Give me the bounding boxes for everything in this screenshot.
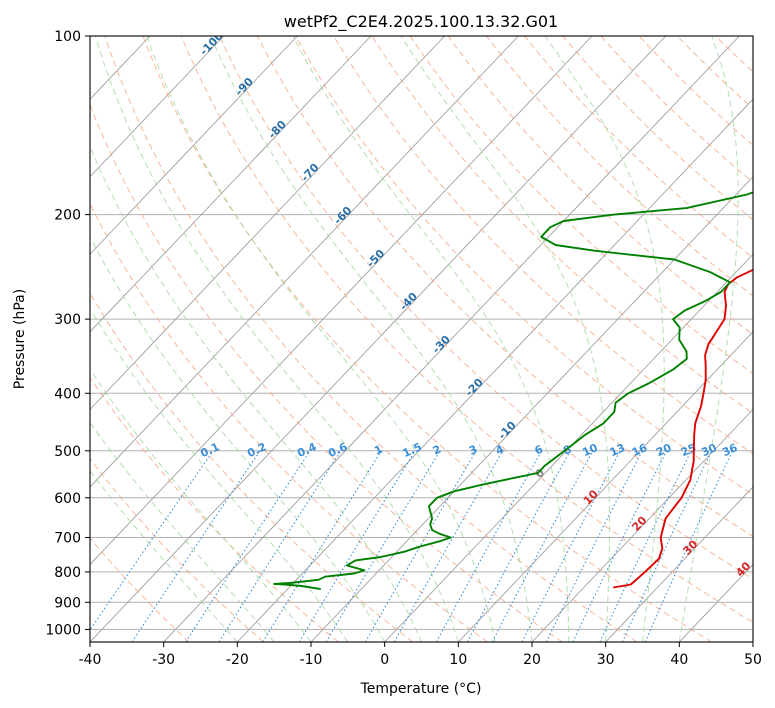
moist-adiabats <box>90 36 739 642</box>
x-axis-ticks: -40 -30 -20 -10 0 10 20 30 40 50 <box>79 642 762 668</box>
y-tick-label: 800 <box>54 565 81 581</box>
isotherm-line <box>384 253 753 642</box>
dry-adiabat-line <box>142 36 712 642</box>
x-tick-label: 0 <box>380 652 389 668</box>
chart-title: wetPf2_C2E4.2025.100.13.32.G01 <box>284 12 558 32</box>
moist-adiabat-line <box>90 144 422 642</box>
isotherm-line <box>237 98 753 642</box>
dry-adiabat-line <box>104 36 638 642</box>
mixing-ratio-lines <box>90 450 734 642</box>
sounding-series <box>273 191 753 591</box>
temperature-profile-line <box>613 268 753 589</box>
moist-adiabat-line <box>90 307 349 642</box>
y-axis-title: Pressure (hPa) <box>12 289 28 389</box>
mixing-ratio-label: 36 <box>720 441 740 459</box>
dry-adiabat-line <box>218 36 753 580</box>
moist-adiabat-line <box>400 36 611 642</box>
x-tick-label: -10 <box>300 652 323 668</box>
y-tick-label: 300 <box>54 312 81 328</box>
y-tick-label: 700 <box>54 531 81 547</box>
y-tick-label: 1000 <box>45 622 81 638</box>
x-tick-label: 30 <box>597 652 615 668</box>
isotherm-line <box>90 36 225 178</box>
isotherm-line <box>90 36 593 566</box>
x-tick-label: -30 <box>152 652 175 668</box>
mixing-ratio-label: 16 <box>630 441 650 459</box>
moist-adiabat-line <box>90 235 386 642</box>
isotherm-line <box>531 408 753 642</box>
dry-adiabat-line <box>371 36 753 414</box>
isotherm-line <box>163 36 740 642</box>
y-tick-label: 900 <box>54 595 81 611</box>
moist-adiabat-line <box>146 36 496 642</box>
isotherm-line <box>90 36 519 488</box>
moist-adiabat-line <box>544 36 665 642</box>
x-tick-label: -20 <box>226 652 249 668</box>
x-tick-label: 50 <box>744 652 762 668</box>
moist-adiabat-line <box>90 470 238 642</box>
y-axis-ticks: 100 200 300 400 500 600 700 800 900 1000 <box>45 29 90 638</box>
dry-adiabat-line <box>180 36 753 623</box>
moist-adiabat-line <box>94 36 459 642</box>
x-tick-label: -40 <box>79 652 102 668</box>
plot-frame <box>89 35 754 643</box>
mixing-ratio-label: 10 <box>580 441 600 459</box>
x-tick-label: 20 <box>523 652 541 668</box>
mixing-ratio-line <box>90 450 214 631</box>
moist-adiabat-line <box>210 36 533 642</box>
dry-adiabat-line <box>295 36 753 496</box>
moist-adiabat-line <box>90 368 312 642</box>
y-tick-label: 100 <box>54 29 81 45</box>
y-tick-label: 200 <box>54 208 81 224</box>
dry-adiabat-line <box>90 292 414 642</box>
dry-adiabat-line <box>90 537 190 642</box>
mixing-ratio-line <box>185 450 311 642</box>
y-tick-label: 500 <box>54 444 81 460</box>
mixing-ratio-line <box>435 450 543 642</box>
mixing-ratio-line <box>218 450 342 642</box>
x-tick-label: 40 <box>670 652 688 668</box>
x-tick-label: 10 <box>449 652 467 668</box>
isotherm-line <box>90 36 372 333</box>
dry-adiabat-line <box>447 36 753 336</box>
mixing-ratio-line <box>467 450 571 642</box>
dry-adiabat-line <box>90 202 488 642</box>
mixing-ratio-line <box>131 450 261 642</box>
isotherm-line <box>90 36 298 255</box>
x-axis-title: Temperature (°C) <box>360 681 482 697</box>
moist-adiabat-line <box>292 36 570 642</box>
mixing-ratio-label: 13 <box>608 441 627 459</box>
moist-adiabat-line <box>90 421 275 642</box>
isotherm-line <box>605 486 753 642</box>
mixing-ratio-line <box>298 450 416 642</box>
mixing-ratio-line <box>491 450 594 642</box>
mixing-ratio-label: 20 <box>654 441 674 459</box>
dry-adiabat-line <box>333 36 753 455</box>
y-tick-label: 400 <box>54 386 81 402</box>
dry-adiabat-line <box>90 103 563 642</box>
skewed-isotherms <box>90 36 753 642</box>
mixing-ratio-line <box>572 450 668 642</box>
dry-adiabat-line <box>257 36 753 538</box>
isotherm-line <box>458 331 753 642</box>
mixing-ratio-line <box>545 450 643 642</box>
dry-adiabat-line <box>409 36 753 375</box>
mixing-ratio-label: 30 <box>699 441 719 459</box>
dewpoint-profile-line <box>273 191 753 591</box>
isotherm-line <box>90 36 446 411</box>
dry-adiabat-line <box>90 457 264 642</box>
y-tick-label: 600 <box>54 491 81 507</box>
